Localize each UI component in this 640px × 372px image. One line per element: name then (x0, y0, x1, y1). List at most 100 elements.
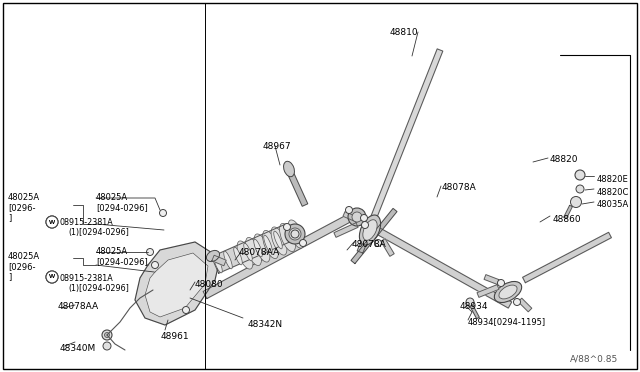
Text: 48967: 48967 (263, 142, 292, 151)
Text: W: W (49, 275, 55, 279)
Text: [0294-0296]: [0294-0296] (96, 203, 148, 212)
Text: ]: ] (8, 272, 12, 281)
Text: 48078A: 48078A (442, 183, 477, 192)
Text: [0294-0296]: [0294-0296] (96, 257, 148, 266)
Polygon shape (351, 208, 397, 264)
Circle shape (102, 330, 112, 340)
Ellipse shape (234, 247, 243, 265)
Text: 08915-2381A: 08915-2381A (60, 218, 114, 227)
Text: 48080: 48080 (195, 280, 223, 289)
Text: 48025A: 48025A (8, 252, 40, 261)
Text: 48078AA: 48078AA (58, 302, 99, 311)
Polygon shape (343, 212, 359, 222)
Circle shape (46, 271, 58, 283)
Ellipse shape (244, 243, 252, 261)
Circle shape (360, 215, 367, 221)
Text: W: W (49, 219, 55, 224)
Circle shape (346, 206, 353, 214)
Circle shape (46, 216, 58, 228)
Circle shape (575, 170, 585, 180)
Ellipse shape (264, 235, 272, 253)
Polygon shape (477, 285, 499, 297)
Circle shape (466, 298, 474, 306)
Polygon shape (564, 205, 572, 219)
Ellipse shape (494, 282, 522, 302)
Ellipse shape (271, 227, 287, 255)
Ellipse shape (237, 241, 253, 269)
Ellipse shape (363, 220, 377, 240)
Polygon shape (211, 224, 294, 273)
Ellipse shape (352, 212, 362, 222)
Text: 48025A: 48025A (96, 247, 128, 256)
Circle shape (300, 240, 307, 247)
Text: (1)[0294-0296]: (1)[0294-0296] (68, 228, 129, 237)
Text: 48860: 48860 (553, 215, 582, 224)
Polygon shape (353, 215, 512, 308)
Polygon shape (203, 211, 357, 298)
Text: 48934: 48934 (460, 302, 488, 311)
Ellipse shape (253, 239, 262, 257)
Circle shape (147, 248, 154, 256)
Ellipse shape (280, 224, 296, 251)
Circle shape (284, 224, 291, 231)
Text: 48078A: 48078A (352, 240, 387, 249)
Polygon shape (212, 255, 226, 266)
Circle shape (46, 216, 58, 228)
Text: 48340M: 48340M (60, 344, 96, 353)
Text: 48078AA: 48078AA (239, 248, 280, 257)
Ellipse shape (274, 231, 282, 249)
Text: 48025A: 48025A (96, 193, 128, 202)
Ellipse shape (499, 285, 517, 299)
Text: [0296-: [0296- (8, 262, 35, 271)
Text: 48035A: 48035A (597, 200, 629, 209)
Ellipse shape (284, 161, 294, 177)
Ellipse shape (360, 215, 381, 245)
Circle shape (362, 221, 369, 228)
Ellipse shape (348, 208, 366, 226)
Text: W: W (49, 275, 55, 279)
Circle shape (182, 307, 189, 314)
Text: (1)[0294-0296]: (1)[0294-0296] (68, 284, 129, 293)
Circle shape (159, 209, 166, 217)
Text: 48934[0294-1195]: 48934[0294-1195] (468, 317, 546, 326)
Polygon shape (484, 275, 499, 284)
Text: 48820: 48820 (550, 155, 579, 164)
Circle shape (374, 240, 381, 247)
Text: [0296-: [0296- (8, 203, 35, 212)
Ellipse shape (288, 220, 304, 248)
Polygon shape (381, 239, 394, 256)
Polygon shape (145, 253, 208, 317)
Text: 48342N: 48342N (248, 320, 283, 329)
Polygon shape (357, 49, 443, 253)
Circle shape (103, 342, 111, 350)
Ellipse shape (207, 250, 220, 262)
Text: 48810: 48810 (390, 28, 419, 37)
Circle shape (104, 333, 109, 337)
Polygon shape (518, 298, 532, 312)
Polygon shape (523, 232, 611, 283)
Text: 48961: 48961 (161, 332, 189, 341)
Ellipse shape (285, 224, 305, 244)
Ellipse shape (214, 255, 222, 273)
Circle shape (513, 298, 520, 305)
Text: A/88^0.85: A/88^0.85 (570, 355, 618, 364)
Polygon shape (287, 171, 308, 206)
Circle shape (576, 185, 584, 193)
Ellipse shape (254, 234, 270, 262)
Ellipse shape (289, 228, 301, 240)
Ellipse shape (224, 251, 232, 269)
Text: 48820C: 48820C (597, 188, 629, 197)
Circle shape (570, 196, 582, 208)
Circle shape (46, 271, 58, 283)
Text: ]: ] (8, 213, 12, 222)
Circle shape (152, 262, 159, 269)
Ellipse shape (246, 237, 261, 266)
Text: 08915-2381A: 08915-2381A (60, 274, 114, 283)
Text: W: W (49, 219, 55, 224)
Polygon shape (468, 302, 479, 319)
Polygon shape (334, 223, 358, 237)
Text: 48820E: 48820E (597, 175, 628, 184)
Circle shape (497, 279, 504, 286)
Polygon shape (135, 242, 220, 325)
Circle shape (291, 230, 299, 238)
